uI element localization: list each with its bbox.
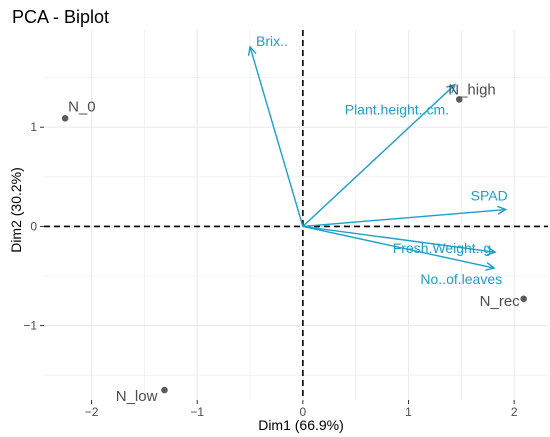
individual-point <box>455 96 463 103</box>
variable-arrow-line <box>302 208 506 228</box>
x-axis-title: Dim1 (66.9%) <box>258 417 344 433</box>
variable-arrow-head <box>486 246 497 256</box>
variable-arrows: Brix.. Plant.height..cm. SPAD Fresh.Weight.… <box>247 33 508 287</box>
individual-label: N_high <box>448 81 496 98</box>
individual-point <box>520 295 527 303</box>
individual-point <box>61 114 69 122</box>
variable-label: Fresh.Weight..g. <box>393 240 495 256</box>
x-tick-label: 0 <box>300 405 307 419</box>
variable-arrow-head <box>247 45 257 56</box>
y-tick-label: 1 <box>30 120 37 134</box>
variable-arrow-head <box>485 261 496 271</box>
variable-arrow-line <box>249 46 304 227</box>
x-tick-label: −1 <box>190 405 204 419</box>
zero-reference-lines <box>44 30 548 400</box>
variable-arrow-head <box>446 83 457 94</box>
x-tick-label: 2 <box>511 405 518 419</box>
chart-title: PCA - Biplot <box>12 7 109 27</box>
variable-arrow-line <box>302 225 495 269</box>
individual-label: N_rec <box>480 293 521 310</box>
variable-arrow-line <box>302 225 496 253</box>
individual-label: N_low <box>116 388 158 405</box>
x-tick-label: 1 <box>405 405 412 419</box>
variable-label: SPAD <box>471 188 508 204</box>
variable-label: Plant.height..cm. <box>345 102 449 118</box>
y-tick-label: 0 <box>30 219 37 233</box>
y-axis-title: Dim2 (30.2%) <box>8 167 24 253</box>
variable-arrow-head <box>497 205 508 215</box>
variable-label: No..of.leaves <box>420 271 502 287</box>
individual-points: N_0 N_high N_rec N_low <box>61 81 527 405</box>
individual-point <box>161 386 168 394</box>
x-tick-label: −2 <box>85 405 99 419</box>
axis-tick-labels: −2 −1 0 1 2 −1 0 1 <box>23 120 518 419</box>
individual-label: N_0 <box>68 98 96 115</box>
variable-arrow-line <box>302 84 456 227</box>
variable-label: Brix.. <box>256 33 288 49</box>
y-tick-label: −1 <box>23 319 37 333</box>
